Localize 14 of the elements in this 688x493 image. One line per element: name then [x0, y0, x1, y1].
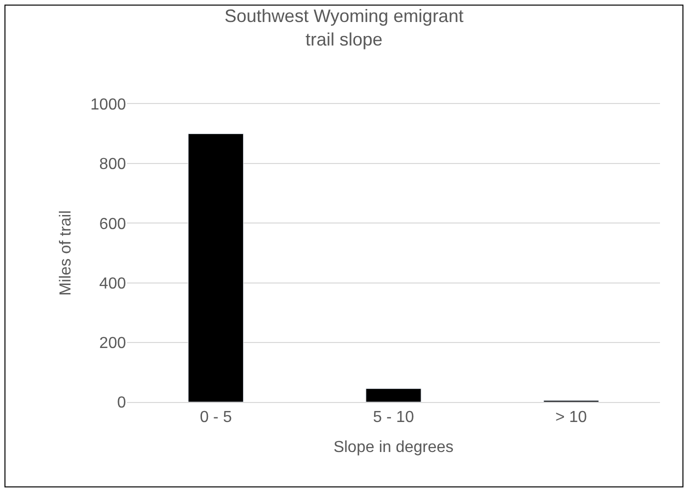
- y-axis-title: Miles of trail: [57, 210, 74, 296]
- x-tick-label: 0 - 5: [200, 409, 232, 426]
- bar: [366, 388, 422, 402]
- y-tick-label: 1000: [90, 96, 126, 114]
- y-tick-label: 600: [99, 216, 126, 233]
- y-tick-label: 200: [99, 335, 126, 352]
- chart-title: Southwest Wyoming emigrant trail slope: [224, 6, 464, 50]
- y-tick-label: 800: [99, 156, 126, 174]
- x-tick-label: > 10: [555, 409, 588, 426]
- y-tick-label: 0: [117, 394, 126, 412]
- bar: [188, 134, 244, 402]
- y-tick-label: 400: [99, 275, 126, 292]
- x-tick-label: 5 - 10: [373, 409, 414, 426]
- x-axis-title: Slope in degrees: [333, 438, 454, 456]
